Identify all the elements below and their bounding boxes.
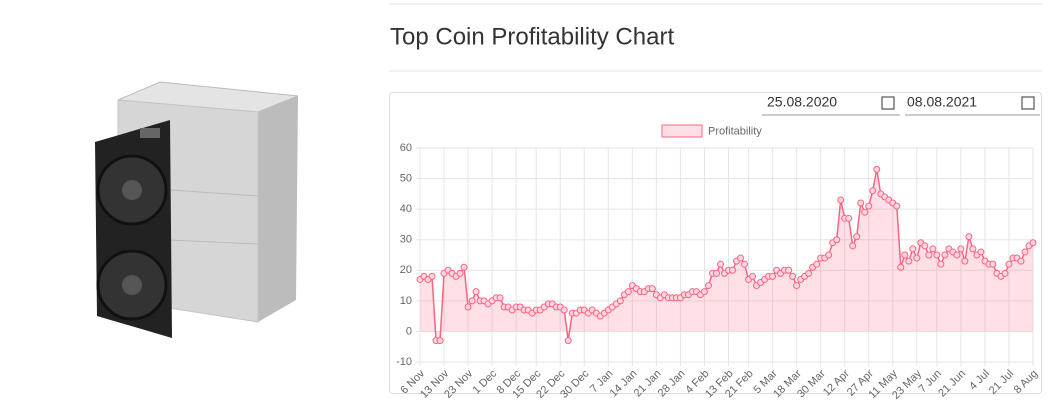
legend-swatch	[661, 124, 703, 138]
point	[737, 254, 745, 262]
point	[564, 337, 572, 345]
point	[909, 245, 917, 253]
point	[805, 269, 813, 277]
y-tick-label: -10	[396, 356, 412, 368]
y-tick-label: 0	[406, 325, 412, 337]
y-tick-label: 30	[400, 234, 412, 246]
point	[869, 187, 877, 195]
date-from[interactable]: 25.08.2020	[762, 94, 900, 116]
point	[905, 257, 913, 265]
point	[897, 263, 905, 271]
point	[989, 260, 997, 268]
point	[472, 288, 480, 296]
chart-box	[389, 92, 1042, 394]
point	[969, 245, 977, 253]
point	[873, 165, 881, 173]
y-tick-label: 60	[400, 142, 412, 154]
product-image	[95, 81, 299, 338]
point	[845, 214, 853, 222]
point	[965, 233, 973, 241]
point	[428, 272, 436, 280]
point	[769, 272, 777, 280]
point	[741, 260, 749, 268]
point	[468, 297, 476, 305]
point	[1017, 257, 1025, 265]
y-tick-label: 20	[400, 264, 412, 276]
point	[704, 282, 712, 290]
point	[833, 236, 841, 244]
point	[977, 248, 985, 256]
point	[837, 196, 845, 204]
point	[700, 288, 708, 296]
point	[1021, 248, 1029, 256]
point	[624, 288, 632, 296]
point	[813, 260, 821, 268]
point	[1029, 239, 1037, 247]
point	[913, 254, 921, 262]
point	[865, 202, 873, 210]
page-title: Top Coin Profitability Chart	[390, 23, 674, 50]
point	[496, 294, 504, 302]
date-to-value[interactable]: 08.08.2021	[907, 94, 977, 110]
point	[1001, 269, 1009, 277]
point	[861, 208, 869, 216]
point	[648, 285, 656, 293]
point	[933, 251, 941, 259]
point	[925, 251, 933, 259]
point	[901, 251, 909, 259]
y-tick-label: 10	[400, 295, 412, 307]
y-tick-label: 50	[400, 172, 412, 184]
point	[616, 297, 624, 305]
point	[953, 251, 961, 259]
point	[729, 266, 737, 274]
point	[961, 257, 969, 265]
point	[789, 272, 797, 280]
point	[853, 233, 861, 241]
point	[716, 260, 724, 268]
date-to[interactable]: 08.08.2021	[905, 94, 1040, 116]
point	[849, 242, 857, 250]
point	[957, 245, 965, 253]
point	[857, 199, 865, 207]
point	[921, 242, 929, 250]
point	[456, 269, 464, 277]
point	[929, 245, 937, 253]
point	[464, 303, 472, 311]
point	[785, 266, 793, 274]
area	[420, 169, 1033, 341]
point	[825, 251, 833, 259]
point	[749, 272, 757, 280]
point	[436, 337, 444, 345]
calendar-icon[interactable]	[881, 96, 895, 110]
legend-label: Profitability	[708, 125, 762, 137]
y-tick-label: 40	[400, 203, 412, 215]
point	[1005, 260, 1013, 268]
point	[460, 263, 468, 271]
point	[937, 260, 945, 268]
point	[712, 269, 720, 277]
point	[560, 306, 568, 314]
date-from-value[interactable]: 25.08.2020	[767, 94, 837, 110]
point	[941, 251, 949, 259]
point	[793, 282, 801, 290]
calendar-icon[interactable]	[1021, 96, 1035, 110]
point	[893, 202, 901, 210]
